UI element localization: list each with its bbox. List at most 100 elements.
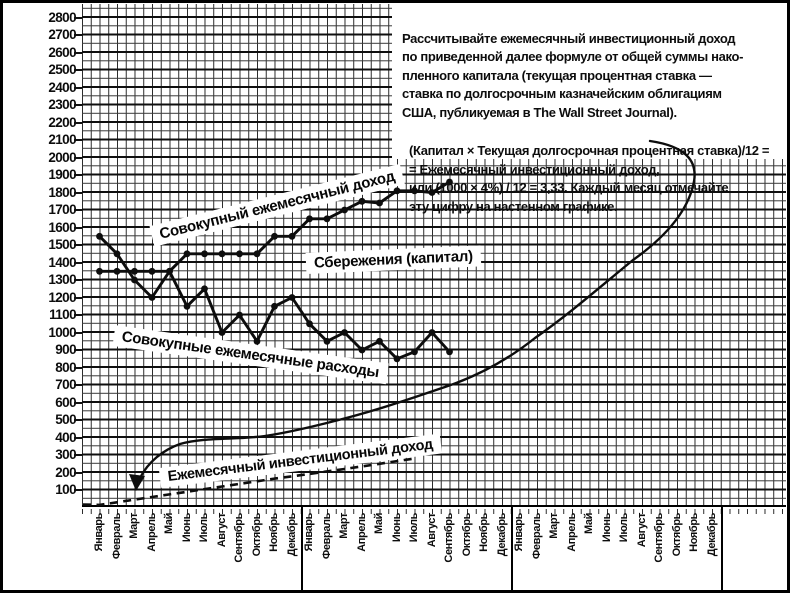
x-axis-month-label: Апрель [355, 513, 368, 552]
x-axis-month-label: Март [128, 513, 140, 539]
x-axis-month-label: Февраль [110, 513, 123, 560]
x-axis-month-label: Март [338, 513, 350, 539]
x-axis-month-label: Май [163, 513, 175, 534]
x-axis-tick-strip [82, 509, 786, 514]
y-axis-tick-mark [74, 174, 82, 176]
y-axis-tick-label: 1200 [48, 289, 76, 305]
y-axis-tick-mark [74, 209, 82, 211]
y-axis-tick-mark [74, 226, 82, 229]
y-axis-tick-label: 2700 [48, 27, 76, 42]
y-axis-tick-mark [74, 489, 82, 491]
y-axis-tick-mark [74, 16, 82, 19]
y-axis-tick-mark [74, 69, 82, 71]
y-axis-tick-label: 2500 [48, 62, 76, 77]
y-axis-tick-mark [74, 349, 82, 351]
y-axis-tick-label: 1900 [48, 167, 76, 182]
x-axis-month-label: Июль [618, 513, 630, 543]
year-divider-line [720, 507, 723, 593]
y-axis-tick-mark [74, 366, 82, 369]
y-axis-tick-mark [74, 296, 82, 299]
y-axis-tick-mark [74, 419, 82, 421]
x-axis-month-label: Май [583, 513, 595, 534]
y-axis-tick-label: 2600 [48, 44, 76, 60]
y-axis-tick-label: 700 [55, 377, 76, 392]
y-axis-tick-label: 1400 [48, 254, 76, 270]
y-axis-tick-label: 1600 [48, 219, 76, 235]
x-axis-month-label: Июнь [390, 513, 403, 543]
y-axis-tick-label: 1800 [48, 184, 76, 200]
y-axis-tick-mark [74, 139, 82, 141]
x-axis-month-label: Январь [93, 513, 105, 552]
year-divider-line [510, 507, 513, 593]
x-axis-month-label: Июль [408, 513, 420, 543]
x-axis-month-label: Октябрь [670, 513, 683, 557]
x-axis-month-label: Октябрь [250, 513, 263, 557]
x-axis-month-label: Апрель [145, 513, 158, 552]
y-axis-tick-label: 1500 [48, 237, 76, 252]
y-axis-tick-mark [74, 436, 82, 439]
y-axis-tick-mark [74, 454, 82, 456]
y-axis-tick-mark [74, 244, 82, 246]
x-axis-month-label: Февраль [530, 513, 543, 560]
x-axis-month-label: Октябрь [460, 513, 473, 557]
y-axis-tick-label: 2300 [48, 97, 76, 112]
instructions-paragraph-2: (Капитал × Текущая долгосрочная процентн… [409, 143, 770, 214]
x-axis-month-label: Ноябрь [478, 513, 490, 552]
y-axis-tick-mark [74, 121, 82, 124]
y-axis-tick-mark [74, 314, 82, 316]
y-axis-tick-mark [74, 401, 82, 404]
y-axis-tick-label: 2200 [48, 114, 76, 130]
y-axis-tick-mark [74, 156, 82, 159]
y-axis-tick-label: 1100 [49, 307, 76, 322]
y-axis-tick-label: 2000 [48, 149, 76, 165]
y-axis-tick-mark [74, 51, 82, 54]
x-axis-month-label: Август [635, 513, 648, 548]
y-axis-tick-label: 300 [55, 447, 76, 462]
x-axis-month-label: Сентябрь [233, 513, 245, 563]
x-axis-month-label: Ноябрь [688, 513, 700, 552]
x-axis-month-label: Январь [513, 513, 525, 552]
y-axis-tick-label: 100 [55, 482, 76, 497]
x-axis-month-label: Сентябрь [443, 513, 455, 563]
y-axis-tick-label: 2400 [48, 79, 76, 95]
x-axis-month-label: Август [215, 513, 228, 548]
x-axis-month-label: Декабрь [705, 513, 718, 557]
x-axis-month-label: Март [548, 513, 560, 539]
y-axis-tick-label: 600 [55, 394, 76, 410]
x-axis-month-label: Сентябрь [653, 513, 665, 563]
y-axis-tick-label: 900 [55, 342, 76, 357]
y-axis-tick-mark [74, 104, 82, 106]
y-axis-tick-mark [74, 279, 82, 281]
y-axis-tick-mark [74, 384, 82, 386]
y-axis-tick-label: 1300 [48, 272, 76, 287]
instructions-paragraph-1: Рассчитывайте ежемесячный инвестиционный… [402, 30, 744, 120]
x-axis-month-label: Январь [303, 513, 315, 552]
x-axis-month-label: Август [425, 513, 438, 548]
y-axis-tick-label: 2800 [48, 9, 76, 25]
y-axis-tick-label: 1700 [48, 202, 76, 217]
y-axis-tick-label: 1000 [48, 324, 76, 340]
y-axis-tick-mark [74, 261, 82, 264]
x-axis-month-label: Июнь [180, 513, 193, 543]
y-axis-tick-mark [74, 34, 82, 36]
y-axis-tick-label: 2100 [48, 132, 76, 147]
x-axis-month-label: Июль [198, 513, 210, 543]
x-axis-month-label: Ноябрь [268, 513, 280, 552]
x-axis-month-label: Апрель [565, 513, 578, 552]
year-divider-line [300, 507, 303, 593]
y-axis-tick-mark [74, 471, 82, 474]
y-axis-tick-label: 500 [55, 412, 76, 427]
y-axis-tick-mark [74, 191, 82, 194]
instructions-box: Рассчитывайте ежемесячный инвестиционный… [392, 3, 787, 214]
y-axis-tick-label: 200 [55, 464, 76, 480]
x-axis-month-label: Июнь [600, 513, 613, 543]
y-axis-tick-label: 400 [55, 429, 76, 445]
x-axis-month-label: Декабрь [285, 513, 298, 557]
y-axis-tick-mark [74, 331, 82, 334]
y-axis-tick-label: 800 [55, 359, 76, 375]
x-axis-month-label: Февраль [320, 513, 333, 560]
x-axis-month-label: Декабрь [495, 513, 508, 557]
x-axis-month-label: Май [373, 513, 385, 534]
y-axis-tick-mark [74, 86, 82, 89]
